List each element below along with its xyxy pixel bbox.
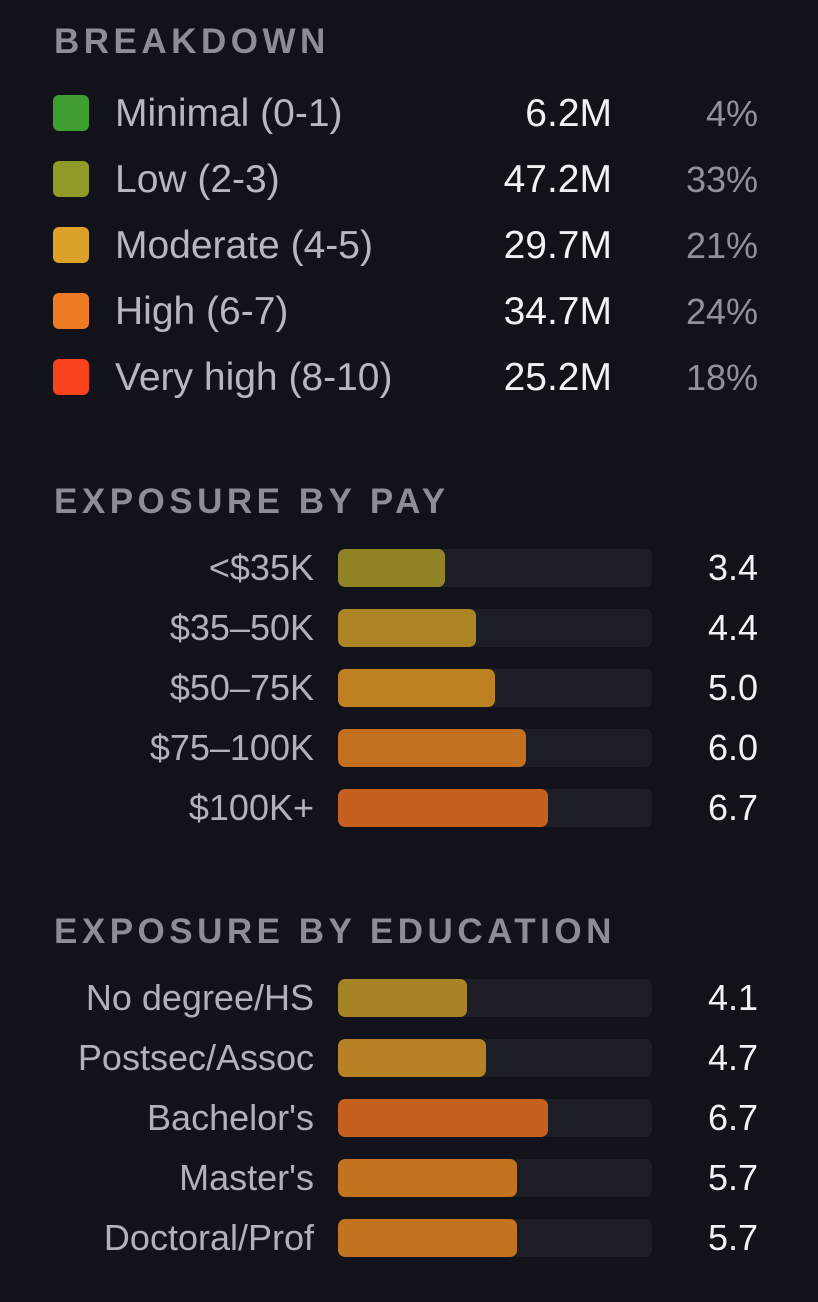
pay-bar-fill	[338, 789, 548, 827]
pay-bar-value: 4.4	[707, 607, 758, 648]
education-bar-value: 5.7	[707, 1157, 758, 1198]
pay-bar-label: $50–75K	[169, 667, 314, 708]
breakdown-count: 34.7M	[503, 290, 612, 333]
breakdown-row: Very high (8-10) 25.2M 18%	[0, 353, 818, 403]
education-bar-value: 4.1	[707, 977, 758, 1018]
breakdown-count: 25.2M	[503, 356, 612, 399]
education-bar-row: Bachelor's 6.7	[0, 1098, 818, 1138]
pay-bar-value: 3.4	[707, 547, 758, 588]
pay-bar-row: $50–75K 5.0	[0, 668, 818, 708]
education-bar-track	[338, 979, 652, 1017]
education-bar-label: Postsec/Assoc	[77, 1037, 314, 1078]
education-bar-fill	[338, 1039, 486, 1077]
education-bar-value: 4.7	[707, 1037, 758, 1078]
pay-bar-label: $35–50K	[169, 607, 314, 648]
education-bar-row: Doctoral/Prof 5.7	[0, 1218, 818, 1258]
pay-bar-fill	[338, 549, 445, 587]
pay-bar-fill	[338, 609, 476, 647]
breakdown-percent: 4%	[705, 93, 758, 134]
education-bar-fill	[338, 1099, 548, 1137]
breakdown-label: High (6-7)	[115, 290, 289, 333]
education-bar-label: No degree/HS	[85, 977, 314, 1018]
breakdown-swatch	[53, 227, 89, 263]
breakdown-swatch	[53, 95, 89, 131]
education-bar-value: 6.7	[707, 1097, 758, 1138]
education-bar-fill	[338, 979, 467, 1017]
pay-bar-value: 6.0	[707, 727, 758, 768]
breakdown-percent: 24%	[685, 291, 758, 332]
pay-bar-label: $100K+	[188, 787, 314, 828]
pay-bar-fill	[338, 729, 526, 767]
education-bar-track	[338, 1219, 652, 1257]
breakdown-label: Low (2-3)	[115, 158, 280, 201]
breakdown-title: BREAKDOWN	[54, 22, 330, 61]
pay-bar-track	[338, 549, 652, 587]
education-bar-track	[338, 1099, 652, 1137]
education-bar-fill	[338, 1159, 517, 1197]
education-bar-track	[338, 1159, 652, 1197]
pay-bar-value: 6.7	[707, 787, 758, 828]
breakdown-percent: 21%	[685, 225, 758, 266]
breakdown-count: 29.7M	[503, 224, 612, 267]
pay-bar-track	[338, 729, 652, 767]
breakdown-count: 6.2M	[525, 92, 612, 135]
breakdown-row: Moderate (4-5) 29.7M 21%	[0, 221, 818, 271]
pay-bar-row: $35–50K 4.4	[0, 608, 818, 648]
breakdown-label: Moderate (4-5)	[115, 224, 373, 267]
breakdown-swatch	[53, 293, 89, 329]
pay-bar-track	[338, 669, 652, 707]
pay-bar-track	[338, 609, 652, 647]
education-bar-row: Master's 5.7	[0, 1158, 818, 1198]
breakdown-row: High (6-7) 34.7M 24%	[0, 287, 818, 337]
pay-bar-track	[338, 789, 652, 827]
pay-section-title: EXPOSURE BY PAY	[54, 482, 450, 521]
education-bar-value: 5.7	[707, 1217, 758, 1258]
education-bar-label: Master's	[179, 1157, 314, 1198]
education-section-title: EXPOSURE BY EDUCATION	[54, 912, 616, 951]
education-bar-track	[338, 1039, 652, 1077]
pay-bar-label: <$35K	[208, 547, 314, 588]
education-bar-fill	[338, 1219, 517, 1257]
breakdown-label: Minimal (0-1)	[115, 92, 343, 135]
education-bar-label: Bachelor's	[147, 1097, 314, 1138]
pay-bar-value: 5.0	[707, 667, 758, 708]
breakdown-count: 47.2M	[503, 158, 612, 201]
breakdown-swatch	[53, 359, 89, 395]
breakdown-percent: 18%	[685, 357, 758, 398]
breakdown-row: Minimal (0-1) 6.2M 4%	[0, 89, 818, 139]
breakdown-swatch	[53, 161, 89, 197]
breakdown-label: Very high (8-10)	[115, 356, 393, 399]
pay-bar-fill	[338, 669, 495, 707]
education-bar-row: No degree/HS 4.1	[0, 978, 818, 1018]
pay-bar-row: $100K+ 6.7	[0, 788, 818, 828]
pay-bar-row: <$35K 3.4	[0, 548, 818, 588]
education-bar-label: Doctoral/Prof	[103, 1217, 314, 1258]
breakdown-percent: 33%	[685, 159, 758, 200]
breakdown-row: Low (2-3) 47.2M 33%	[0, 155, 818, 205]
education-bar-row: Postsec/Assoc 4.7	[0, 1038, 818, 1078]
pay-bar-label: $75–100K	[149, 727, 314, 768]
pay-bar-row: $75–100K 6.0	[0, 728, 818, 768]
